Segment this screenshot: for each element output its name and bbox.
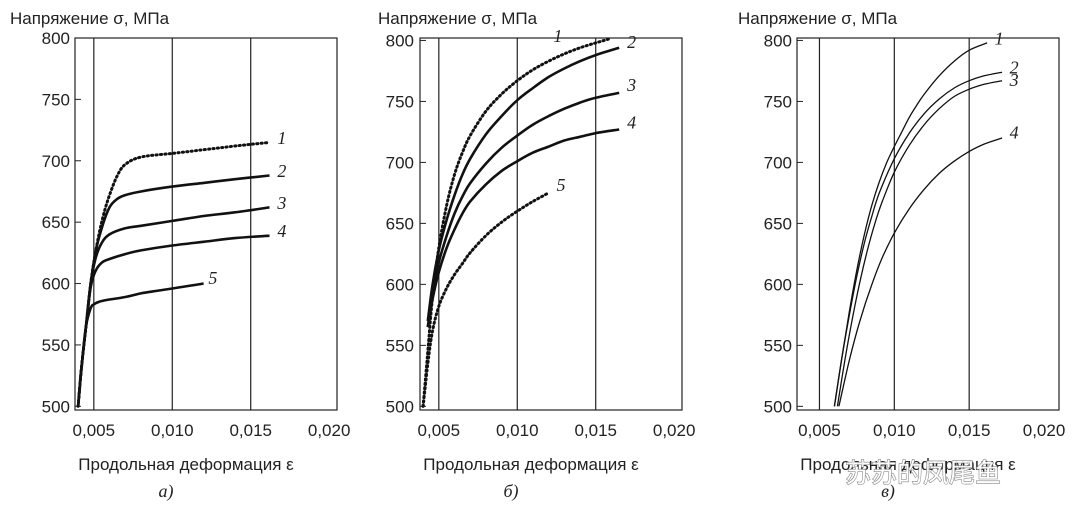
x-tick-label-c-3: 0,020: [1023, 421, 1066, 440]
y-tick-label-a-0: 500: [42, 397, 70, 416]
x-tick-label-a-1: 0,010: [151, 421, 194, 440]
x-tick-label-a-0: 0,005: [73, 421, 116, 440]
series-line-b-2: [426, 46, 620, 322]
x-tick-label-a-3: 0,020: [308, 421, 351, 440]
y-tick-label-c-3: 650: [764, 214, 792, 233]
series-label-c-2: 2: [1010, 58, 1019, 78]
series-label-b-1: 1: [553, 26, 562, 46]
y-tick-label-b-6: 800: [386, 31, 414, 50]
series-line-c-2: [833, 71, 1003, 407]
x-tick-label-b-0: 0,005: [418, 421, 461, 440]
chart-panel-a: Напряжение σ, МПа 500 550 600 650 700 750 800 0,…: [10, 9, 350, 502]
series-label-a-1: 1: [277, 128, 286, 148]
plot-frame-c: [796, 37, 1060, 411]
y-tick-label-a-3: 650: [42, 213, 70, 232]
y-tick-label-a-2: 600: [42, 275, 70, 294]
series-label-a-4: 4: [277, 221, 286, 241]
series-label-b-2: 2: [627, 32, 636, 52]
x-tick-label-c-2: 0,015: [948, 421, 991, 440]
watermark-text: 苏苏的凤尾鱼: [845, 459, 1001, 489]
chart-panel-c: Напряжение σ, МПа 500 550 600 650 700 750 800 0,…: [738, 9, 1065, 502]
x-axis-label-a: Продольная деформация ε: [78, 455, 294, 474]
y-tick-label-b-3: 650: [386, 214, 414, 233]
series-line-a-2: [76, 174, 270, 407]
series-label-c-1: 1: [995, 28, 1004, 48]
y-axis-label-b: Напряжение σ, МПа: [378, 9, 538, 28]
chart-panel-b: Напряжение σ, МПа 500 550 600 650 700 750 800 0,…: [378, 9, 695, 502]
y-tick-label-c-2: 600: [764, 275, 792, 294]
series-label-b-4: 4: [627, 113, 636, 133]
y-tick-label-b-4: 700: [386, 153, 414, 172]
y-tick-label-b-1: 550: [386, 336, 414, 355]
x-axis-label-c: Продольная деформация ε: [800, 455, 1016, 474]
y-tick-label-a-4: 700: [42, 152, 70, 171]
y-tick-label-c-1: 550: [764, 336, 792, 355]
x-tick-label-b-3: 0,020: [653, 421, 696, 440]
series-label-a-5: 5: [208, 268, 217, 288]
plot-frame-a: [74, 37, 338, 411]
series-line-b-3: [426, 91, 620, 328]
y-tick-label-b-5: 750: [386, 92, 414, 111]
series-label-a-2: 2: [277, 161, 286, 181]
y-tick-label-c-4: 700: [764, 153, 792, 172]
y-tick-label-a-5: 750: [42, 90, 70, 109]
x-tick-label-b-2: 0,015: [574, 421, 617, 440]
series-line-b-5: [421, 191, 551, 408]
x-tick-label-b-1: 0,010: [496, 421, 539, 440]
plot-frame-b: [419, 37, 683, 411]
series-label-b-3: 3: [626, 75, 636, 95]
x-axis-label-b: Продольная деформация ε: [423, 455, 639, 474]
y-tick-label-c-0: 500: [764, 397, 792, 416]
series-line-a-1: [76, 140, 271, 408]
panel-label-b: б): [503, 481, 518, 502]
series-label-a-3: 3: [276, 193, 286, 213]
x-tick-label-c-1: 0,010: [873, 421, 916, 440]
series-line-c-1: [833, 42, 988, 407]
y-tick-label-c-6: 800: [764, 31, 792, 50]
y-tick-label-b-2: 600: [386, 275, 414, 294]
series-line-c-4: [838, 137, 1003, 407]
series-label-c-3: 3: [1009, 70, 1019, 90]
y-tick-label-a-6: 800: [42, 29, 70, 48]
series-line-a-4: [76, 234, 270, 407]
panel-label-a: а): [159, 481, 174, 502]
y-tick-label-c-5: 750: [764, 92, 792, 111]
series-line-b-4: [426, 128, 620, 328]
y-axis-label-a: Напряжение σ, МПа: [10, 9, 170, 28]
y-tick-label-b-0: 500: [386, 397, 414, 416]
x-tick-label-c-0: 0,005: [798, 421, 841, 440]
y-tick-label-a-1: 550: [42, 336, 70, 355]
y-axis-label-c: Напряжение σ, МПа: [738, 9, 898, 28]
series-label-c-4: 4: [1010, 122, 1019, 142]
series-line-a-5: [76, 282, 204, 407]
series-line-c-3: [836, 80, 1003, 407]
series-label-b-5: 5: [556, 175, 565, 195]
x-tick-label-a-2: 0,015: [229, 421, 272, 440]
panel-label-c: в): [881, 481, 895, 502]
